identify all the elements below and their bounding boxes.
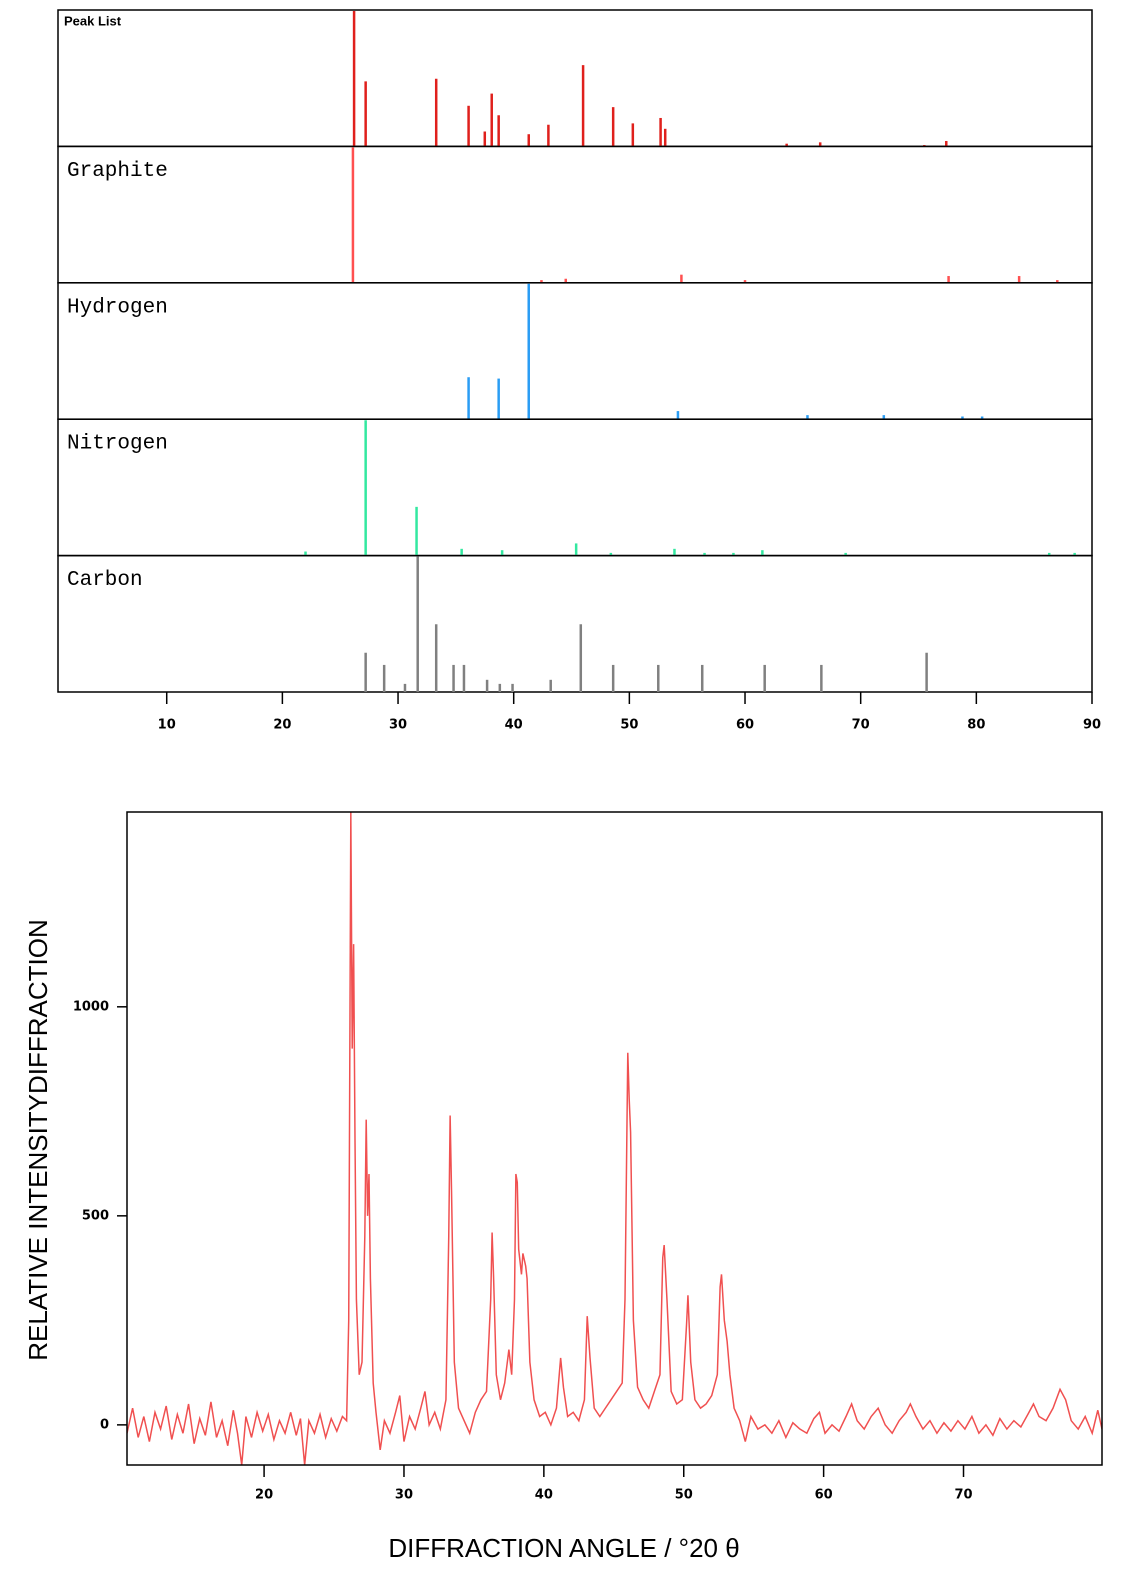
x-axis-title: DIFFRACTION ANGLE / °20 θ: [388, 1533, 739, 1563]
plot-frame: [126, 811, 1103, 1466]
panel-label: Nitrogen: [67, 433, 168, 456]
y-tick-label: 500: [82, 1208, 109, 1223]
x-tick-label: 40: [505, 718, 523, 733]
x-tick-label: 70: [852, 718, 870, 733]
data-line: [127, 812, 1102, 1465]
x-tick-label: 20: [273, 718, 291, 733]
panel-label: Peak List: [64, 13, 122, 28]
panel-label: Carbon: [67, 569, 143, 592]
x-tick-label: 90: [1083, 718, 1101, 733]
panel-frame: [57, 554, 1093, 693]
x-tick-label: 10: [158, 718, 176, 733]
x-tick-label: 30: [395, 1488, 413, 1503]
x-tick-label: 20: [255, 1488, 273, 1503]
y-tick-label: 0: [100, 1417, 109, 1432]
x-tick-label: 30: [389, 718, 407, 733]
x-tick-label: 40: [535, 1488, 553, 1503]
x-tick-label: 60: [736, 718, 754, 733]
y-tick-label: 1000: [73, 999, 109, 1014]
x-tick-label: 70: [954, 1488, 972, 1503]
panel-label: Hydrogen: [67, 296, 168, 319]
panel-label: Graphite: [67, 160, 168, 183]
x-tick-label: 50: [675, 1488, 693, 1503]
x-tick-label: 50: [620, 718, 638, 733]
y-axis-title: RELATIVE INTENSITYDIFFRACTION: [23, 919, 53, 1361]
x-tick-label: 60: [815, 1488, 833, 1503]
x-tick-label: 80: [967, 718, 985, 733]
